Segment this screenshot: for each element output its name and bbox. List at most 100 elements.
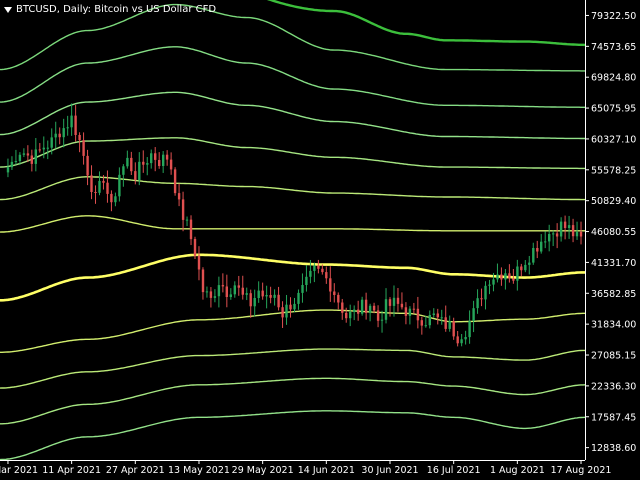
candle-body xyxy=(38,149,41,151)
candle xyxy=(488,279,491,295)
chart-title-text: BTCUSD, Daily: Bitcoin vs US Dollar CFD xyxy=(16,4,217,15)
candle xyxy=(440,309,443,325)
candle-body xyxy=(329,278,332,292)
candle-body xyxy=(368,305,372,313)
candle-body xyxy=(58,133,61,138)
candle xyxy=(376,305,380,328)
candle xyxy=(10,156,14,170)
candle-body xyxy=(456,336,459,344)
candles-layer xyxy=(6,103,583,347)
candle xyxy=(384,288,388,324)
candle xyxy=(150,149,153,169)
candle-body xyxy=(516,266,519,281)
band-line-4 xyxy=(0,137,585,170)
y-tick-label: 50829.40 xyxy=(591,196,636,207)
candle-body xyxy=(504,273,507,280)
candle xyxy=(241,275,244,300)
candle xyxy=(420,316,423,335)
candle-body xyxy=(281,307,284,318)
x-tick-label: 30 Jun 2021 xyxy=(361,465,418,476)
candle xyxy=(448,315,451,332)
candle xyxy=(110,190,113,212)
candle xyxy=(209,287,213,308)
candle xyxy=(512,269,515,284)
candle xyxy=(528,255,531,275)
candle-body xyxy=(86,155,89,176)
candle-body xyxy=(233,285,236,295)
candle-body xyxy=(217,285,221,297)
chevron-down-icon[interactable] xyxy=(4,7,12,13)
candle xyxy=(380,310,384,333)
candle-body xyxy=(536,248,539,252)
candle-body xyxy=(185,219,189,221)
candle xyxy=(225,274,228,308)
chart-title[interactable]: BTCUSD, Daily: Bitcoin vs US Dollar CFD xyxy=(4,4,216,15)
candle-body xyxy=(150,153,153,164)
y-tick-label: 27085.15 xyxy=(591,351,636,362)
candle-body xyxy=(520,266,523,271)
candle-body xyxy=(412,308,416,310)
candle xyxy=(555,223,559,249)
candle-body xyxy=(305,276,308,285)
candle-body xyxy=(265,295,268,297)
candle-body xyxy=(50,137,53,148)
candle xyxy=(333,283,336,303)
candle-body xyxy=(579,231,583,237)
candle xyxy=(213,289,217,303)
y-tick-label: 41331.70 xyxy=(591,258,636,269)
candle-body xyxy=(289,304,292,310)
candle xyxy=(436,308,439,325)
candle-body xyxy=(18,154,22,161)
candle-body xyxy=(126,157,129,167)
candle xyxy=(372,302,376,314)
candle xyxy=(74,105,77,142)
candle-body xyxy=(173,169,177,194)
band-line-7 xyxy=(0,253,585,302)
candle xyxy=(193,236,197,259)
candle-body xyxy=(205,291,209,293)
candle xyxy=(26,145,30,163)
candle xyxy=(452,317,455,340)
candle-body xyxy=(472,308,475,321)
candle xyxy=(42,136,45,159)
candle-body xyxy=(14,161,18,162)
candle-body xyxy=(464,337,467,340)
candle xyxy=(114,192,117,207)
candle xyxy=(54,121,57,149)
candle-body xyxy=(277,294,280,308)
candle-body xyxy=(396,297,400,304)
band-line-1 xyxy=(0,3,585,72)
candle-body xyxy=(74,115,77,135)
candle xyxy=(464,330,467,345)
candle-body xyxy=(269,295,272,298)
candle-body xyxy=(416,308,420,321)
candle xyxy=(360,296,364,316)
candle-body xyxy=(225,286,228,297)
band-line-3 xyxy=(0,91,585,140)
candle xyxy=(142,150,145,173)
candle-body xyxy=(102,180,105,183)
candle-body xyxy=(496,274,499,280)
candle-body xyxy=(245,293,248,295)
candle xyxy=(70,103,73,136)
candle xyxy=(388,297,392,317)
candle-body xyxy=(567,225,571,228)
candle xyxy=(404,302,408,325)
candle-body xyxy=(221,285,225,287)
candle xyxy=(58,127,61,145)
x-tick-label: 13 May 2021 xyxy=(168,465,230,476)
candle xyxy=(567,215,571,239)
candle xyxy=(177,183,181,207)
candle-body xyxy=(253,298,256,307)
candle-body xyxy=(544,241,547,243)
candle xyxy=(162,151,165,173)
candle-body xyxy=(317,265,320,269)
candle xyxy=(368,303,372,322)
bands-layer xyxy=(0,0,586,461)
candle xyxy=(476,289,479,314)
candle xyxy=(480,288,483,307)
candle xyxy=(321,264,324,275)
candle xyxy=(460,333,463,347)
candle xyxy=(548,224,551,252)
